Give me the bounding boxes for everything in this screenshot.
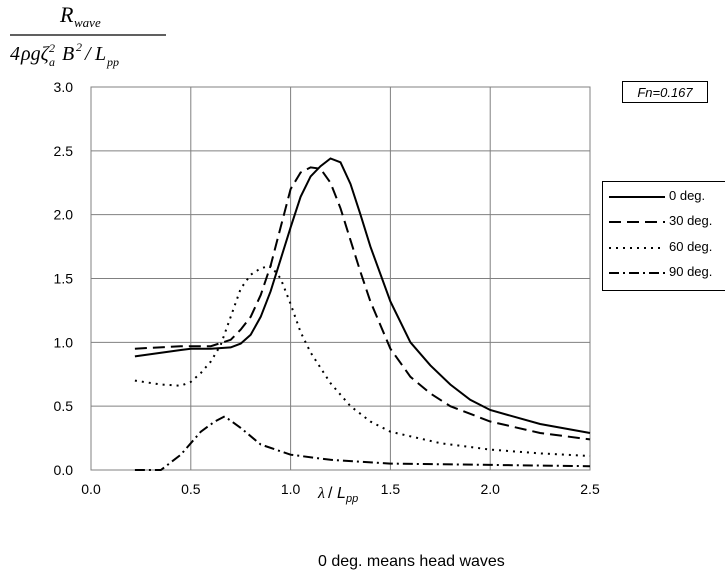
svg-text:λ: λ — [317, 485, 325, 502]
y-tick-label: 1.0 — [54, 334, 74, 350]
froude-number-annotation: Fn=0.167 — [622, 81, 708, 103]
y-tick-label: 3.0 — [54, 79, 74, 95]
svg-text:4: 4 — [10, 43, 20, 65]
series-line-0 — [134, 157, 591, 434]
series-line-1 — [134, 166, 591, 441]
grid — [90, 86, 591, 471]
svg-text:B: B — [62, 43, 74, 65]
y-tick-label: 2.5 — [54, 143, 74, 159]
svg-text:2: 2 — [76, 40, 82, 54]
y-tick-label: 2.0 — [54, 207, 74, 223]
y-tick-label: 0.5 — [54, 398, 74, 414]
legend-item-0deg: 0 deg. — [603, 186, 725, 208]
y-tick-label: 0.0 — [54, 462, 74, 478]
legend-item-30deg: 30 deg. — [603, 211, 725, 233]
x-tick-label: 1.0 — [281, 481, 301, 497]
head-waves-note: 0 deg. means head waves — [318, 553, 505, 570]
legend-item-60deg: 60 deg. — [603, 237, 725, 259]
svg-text:L: L — [94, 43, 106, 65]
svg-text:pp: pp — [106, 55, 119, 69]
svg-text:2: 2 — [49, 41, 55, 55]
y-tick-label: 1.5 — [54, 271, 74, 287]
x-tick-label: 0.5 — [181, 481, 201, 497]
legend-item-90deg: 90 deg. — [603, 262, 725, 284]
x-tick-labels: 0.0 0.5 1.0 1.5 2.0 2.5 — [81, 481, 600, 497]
series-line-3 — [134, 415, 591, 471]
legend: 0 deg. 30 deg. 60 deg. 90 deg. — [602, 181, 725, 291]
svg-text:L: L — [337, 485, 346, 502]
x-tick-label: 1.5 — [381, 481, 401, 497]
series-line-2 — [134, 264, 591, 457]
svg-text:/: / — [84, 43, 93, 65]
x-tick-label: 2.0 — [480, 481, 500, 497]
svg-text:wave: wave — [74, 15, 101, 30]
x-tick-label: 0.0 — [81, 481, 101, 497]
y-tick-labels: 0.0 0.5 1.0 1.5 2.0 2.5 3.0 — [54, 79, 74, 478]
y-axis-label: R wave 4 ρgζ 2 a B 2 / L pp — [10, 2, 166, 69]
svg-text:/: / — [328, 485, 333, 502]
x-tick-label: 2.5 — [580, 481, 600, 497]
svg-text:pp: pp — [345, 493, 358, 505]
svg-text:a: a — [49, 55, 55, 69]
plot-frame — [90, 86, 591, 471]
legend-label: 0 deg. — [669, 188, 706, 203]
legend-label: 90 deg. — [669, 264, 713, 279]
legend-label: 60 deg. — [669, 239, 713, 254]
x-axis-label: λ / L pp — [317, 485, 358, 505]
legend-label: 30 deg. — [669, 213, 713, 228]
series-group — [134, 157, 591, 471]
svg-text:R: R — [59, 2, 74, 27]
svg-text:ρgζ: ρgζ — [20, 43, 51, 65]
